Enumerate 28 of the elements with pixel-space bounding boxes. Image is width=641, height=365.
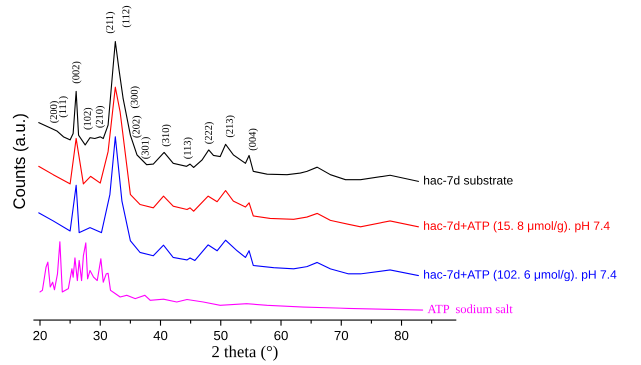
annotation: (300) bbox=[130, 86, 140, 108]
annotation: (002) bbox=[72, 62, 82, 84]
annotation: (301) bbox=[141, 137, 151, 159]
annotation: (102) bbox=[83, 108, 93, 130]
x-tick-label: 60 bbox=[274, 330, 288, 340]
annotation: (111) bbox=[58, 96, 68, 118]
series-label: hac-7d substrate bbox=[424, 176, 513, 185]
annotation: (211) bbox=[106, 12, 116, 34]
x-tick-label: 20 bbox=[33, 330, 47, 340]
annotation: (213) bbox=[226, 116, 236, 138]
annotation: (004) bbox=[248, 128, 258, 150]
annotation: (200) bbox=[50, 101, 60, 123]
y-axis-title: Counts (a.u.) bbox=[12, 114, 28, 209]
annotation: (113) bbox=[184, 137, 193, 159]
x-tick-label: 30 bbox=[93, 330, 108, 340]
x-tick-label: 70 bbox=[334, 330, 348, 340]
series-label: hac-7d+ATP (15. 8 μmol/g). pH 7.4 bbox=[424, 221, 610, 232]
annotation: (112) bbox=[122, 6, 132, 28]
annotation: (202) bbox=[132, 116, 142, 138]
x-tick-label: 50 bbox=[214, 330, 228, 340]
x-tick-label: 40 bbox=[153, 330, 168, 340]
annotation: (310) bbox=[162, 124, 172, 146]
series-label: hac-7d+ATP (102. 6 μmol/g). pH 7.4 bbox=[424, 270, 616, 282]
x-tick-label: 80 bbox=[394, 330, 408, 340]
annotation: (222) bbox=[204, 122, 214, 144]
x-axis-title: 2 theta (°) bbox=[212, 346, 278, 361]
annotation: (210) bbox=[96, 106, 105, 128]
series-label: ATP sodium salt bbox=[428, 304, 513, 314]
